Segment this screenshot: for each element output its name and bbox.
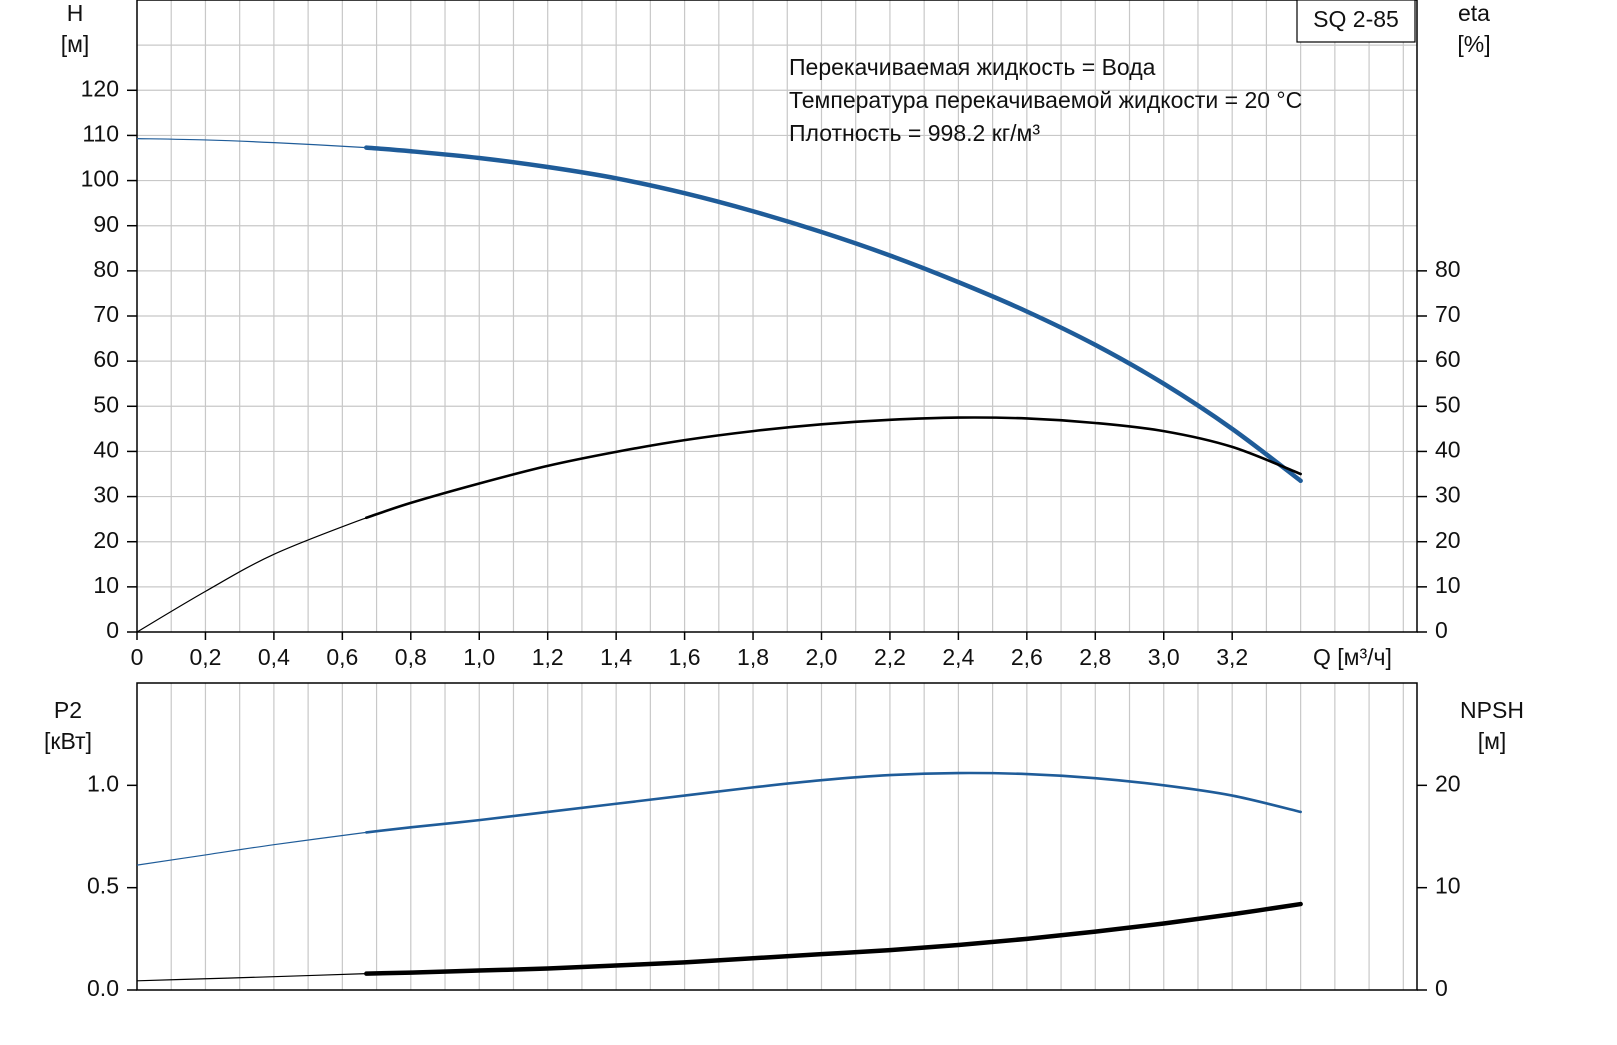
x-tick-label: 0 xyxy=(131,644,144,670)
y-tick-label: 100 xyxy=(81,166,119,192)
y2-tick-label: 10 xyxy=(1435,572,1461,598)
y2-tick-label: 0 xyxy=(1435,975,1448,1001)
model-label: SQ 2-85 xyxy=(1313,6,1399,32)
y-tick-label: 80 xyxy=(93,256,119,282)
curve xyxy=(365,771,1302,834)
x-tick-label: 2,8 xyxy=(1079,644,1111,670)
y2-axis-label: eta xyxy=(1458,0,1490,26)
x-tick-label: 0,4 xyxy=(258,644,290,670)
x-tick-label: 2,4 xyxy=(942,644,974,670)
y-tick-label: 30 xyxy=(93,482,119,508)
annotation: Температура перекачиваемой жидкости = 20… xyxy=(789,87,1302,113)
x-tick-label: 0,6 xyxy=(326,644,358,670)
model-box xyxy=(1296,0,1416,43)
y-tick-label: 10 xyxy=(93,572,119,598)
y-tick-label: 0.5 xyxy=(87,873,119,899)
x-tick-label: 3,0 xyxy=(1148,644,1180,670)
y2-tick-label: 20 xyxy=(1435,527,1461,553)
y2-tick-label: 0 xyxy=(1435,617,1448,643)
y2-tick-label: 10 xyxy=(1435,873,1461,899)
x-tick-label: 1,4 xyxy=(600,644,632,670)
y-axis-label: H xyxy=(67,0,84,26)
y-tick-label: 120 xyxy=(81,75,119,101)
plot-frame xyxy=(136,682,1418,991)
y-tick-label: 110 xyxy=(82,121,119,147)
y-tick-label: 70 xyxy=(93,301,119,327)
x-tick-label: 0,2 xyxy=(189,644,221,670)
curve xyxy=(364,901,1303,976)
curve xyxy=(364,145,1303,484)
x-axis-label: Q [м³/ч] xyxy=(1313,644,1392,670)
y2-axis-label: [м] xyxy=(1478,728,1507,754)
y-tick-label: 0.0 xyxy=(87,975,119,1001)
y-tick-label: 90 xyxy=(93,211,119,237)
annotation: Перекачиваемая жидкость = Вода xyxy=(789,54,1156,80)
y-tick-label: 50 xyxy=(93,391,119,417)
y-tick-label: 20 xyxy=(93,527,119,553)
x-tick-label: 3,2 xyxy=(1216,644,1248,670)
x-tick-label: 1,0 xyxy=(463,644,495,670)
y-tick-label: 40 xyxy=(93,437,119,463)
y2-tick-label: 50 xyxy=(1435,391,1461,417)
y-axis-label: P2 xyxy=(54,697,82,723)
y2-tick-label: 80 xyxy=(1435,256,1461,282)
x-tick-label: 2,6 xyxy=(1011,644,1043,670)
x-tick-label: 1,8 xyxy=(737,644,769,670)
annotation: Плотность = 998.2 кг/м³ xyxy=(789,120,1040,146)
y2-tick-label: 60 xyxy=(1435,346,1461,372)
y2-tick-label: 30 xyxy=(1435,482,1461,508)
y-axis-label: [м] xyxy=(61,31,90,57)
x-tick-label: 1,6 xyxy=(669,644,701,670)
y2-axis-label: NPSH xyxy=(1460,697,1524,723)
x-tick-label: 2,0 xyxy=(805,644,837,670)
y-axis-label: [кВт] xyxy=(44,728,92,754)
x-tick-label: 2,2 xyxy=(874,644,906,670)
y-tick-label: 1.0 xyxy=(87,770,119,796)
y2-tick-label: 70 xyxy=(1435,301,1461,327)
y2-tick-label: 20 xyxy=(1435,770,1461,796)
y-tick-label: 60 xyxy=(93,346,119,372)
curve xyxy=(365,416,1302,520)
x-tick-label: 1,2 xyxy=(532,644,564,670)
y-tick-label: 0 xyxy=(106,617,119,643)
y2-tick-label: 40 xyxy=(1435,437,1461,463)
x-tick-label: 0,8 xyxy=(395,644,427,670)
y2-axis-label: [%] xyxy=(1457,31,1490,57)
